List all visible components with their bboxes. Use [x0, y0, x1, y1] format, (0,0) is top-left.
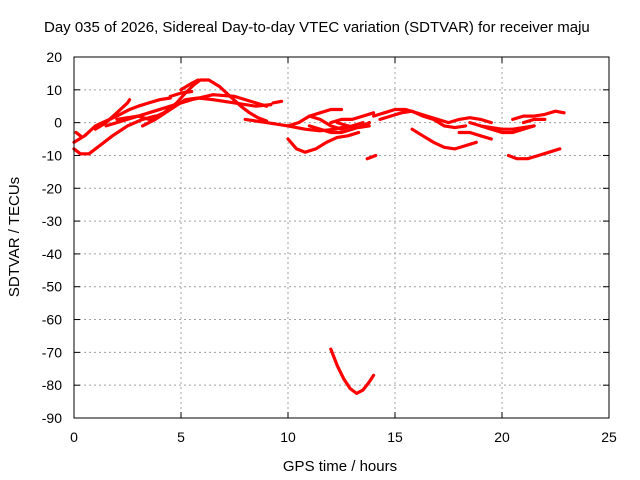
- y-tick-label: -60: [42, 312, 62, 328]
- series-arc-12: [286, 130, 361, 154]
- y-tick-label: -30: [42, 213, 62, 229]
- y-tick-label: 10: [46, 82, 62, 98]
- y-tick-label: -10: [42, 147, 62, 163]
- series-arc-2: [72, 96, 172, 144]
- series-arc-3: [74, 130, 82, 138]
- series-arc-18: [365, 153, 378, 161]
- series-arc-11: [243, 117, 350, 133]
- series-arc-17: [335, 121, 371, 130]
- series-arc-6: [115, 78, 269, 123]
- series-arc-25: [479, 124, 536, 135]
- chart-title: Day 035 of 2026, Sidereal Day-to-day VTE…: [44, 19, 590, 36]
- x-tick-label: 10: [280, 429, 296, 445]
- x-axis-label: GPS time / hours: [283, 458, 397, 475]
- y-tick-label: 20: [46, 49, 62, 65]
- series-arc-26: [506, 147, 562, 161]
- x-tick-label: 20: [494, 429, 510, 445]
- x-tick-label: 25: [601, 429, 617, 445]
- x-tick-label: 5: [177, 429, 185, 445]
- y-tick-label: -40: [42, 246, 62, 262]
- y-tick-label: -70: [42, 344, 62, 360]
- y-tick-labels: 20 10 0 -10 -20 -30 -40 -50 -60 -70 -80 -90: [42, 49, 62, 426]
- y-tick-label: -80: [42, 377, 62, 393]
- series-layer: [72, 78, 566, 395]
- series-arc-7: [140, 96, 273, 128]
- series-arc-4: [93, 98, 132, 131]
- y-tick-label: 0: [54, 115, 62, 131]
- series-arc-27: [511, 109, 566, 121]
- series-arc-28: [521, 117, 547, 125]
- grid: [74, 57, 609, 418]
- series-arc-15: [329, 111, 376, 125]
- series-arc-1: [72, 114, 157, 156]
- plot-frame: [73, 56, 610, 419]
- y-tick-label: -90: [42, 410, 62, 426]
- series-arc-19: [329, 347, 376, 395]
- y-axis-label: SDTVAR / TECUs: [6, 177, 23, 297]
- y-tick-label: -20: [42, 180, 62, 196]
- series-arc-8: [168, 89, 194, 98]
- series-arc-23: [457, 130, 493, 141]
- series-arc-21: [378, 109, 468, 130]
- y-tick-label: -50: [42, 279, 62, 295]
- series-arc-16: [307, 107, 344, 118]
- x-tick-label: 0: [70, 429, 78, 445]
- series-arc-10: [271, 99, 284, 105]
- x-tick-label: 15: [387, 429, 403, 445]
- x-tick-labels: 0 5 10 15 20 25: [70, 429, 617, 445]
- series-arc-22: [410, 127, 478, 151]
- series-arc-9: [179, 78, 200, 92]
